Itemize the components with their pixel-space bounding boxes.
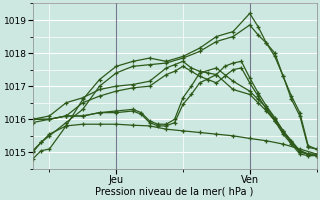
X-axis label: Pression niveau de la mer( hPa ): Pression niveau de la mer( hPa ): [95, 187, 254, 197]
